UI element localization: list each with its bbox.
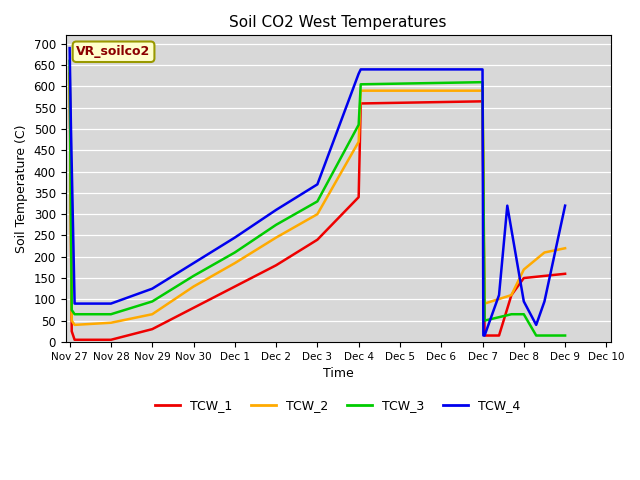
Text: VR_soilco2: VR_soilco2 (76, 45, 150, 58)
Y-axis label: Soil Temperature (C): Soil Temperature (C) (15, 124, 28, 253)
Title: Soil CO2 West Temperatures: Soil CO2 West Temperatures (229, 15, 447, 30)
X-axis label: Time: Time (323, 367, 353, 380)
Legend: TCW_1, TCW_2, TCW_3, TCW_4: TCW_1, TCW_2, TCW_3, TCW_4 (150, 394, 525, 417)
